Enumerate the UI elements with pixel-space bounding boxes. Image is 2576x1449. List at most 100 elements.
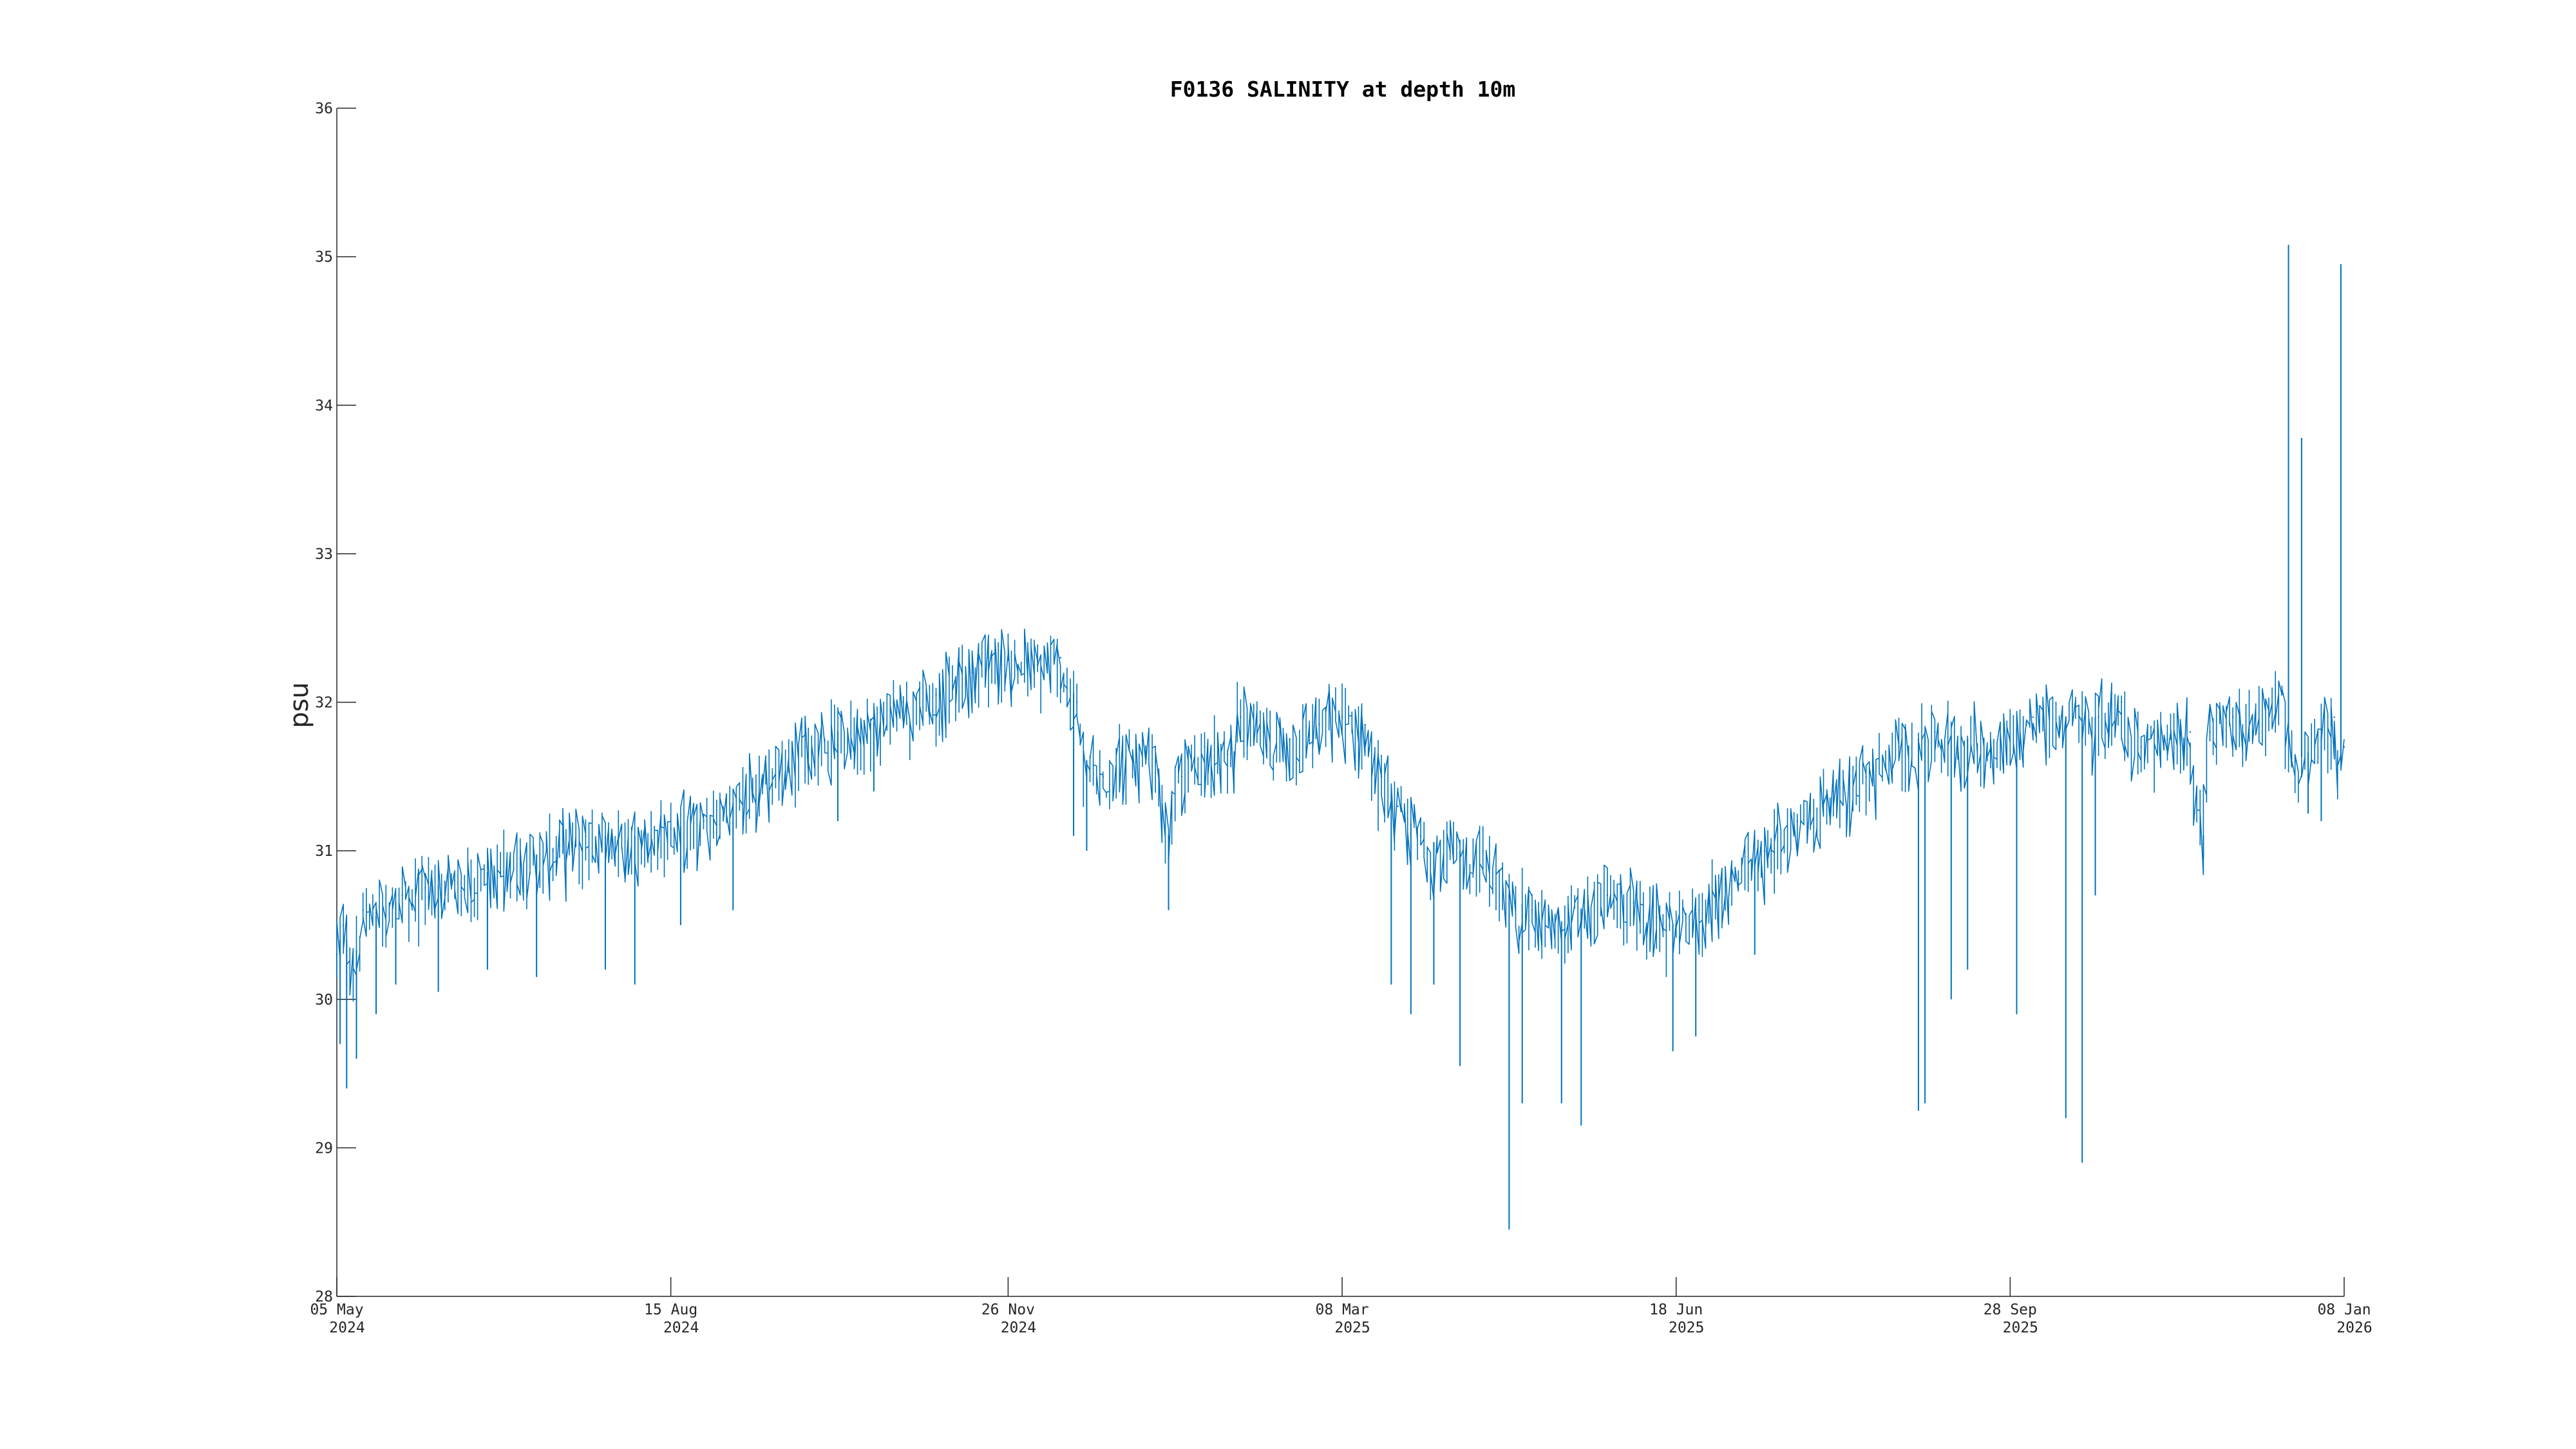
x-tick-label: 15 Aug	[644, 1302, 697, 1318]
x-tick-label: 28 Sep	[1984, 1302, 2037, 1318]
data-point	[1482, 849, 1484, 852]
data-point	[1155, 761, 1157, 762]
data-point	[424, 887, 426, 889]
data-point	[453, 880, 456, 882]
data-point	[2343, 746, 2345, 748]
x-tick-label: 26 Nov	[981, 1302, 1035, 1318]
data-point	[2140, 746, 2142, 748]
data-point	[971, 672, 973, 674]
data-point	[1059, 657, 1061, 659]
data-point	[1075, 701, 1078, 703]
data-point	[1289, 738, 1291, 741]
x-tick-label: 18 Jun	[1649, 1302, 1703, 1318]
series-trace	[336, 629, 2345, 1002]
y-tick-label: 36	[315, 100, 333, 117]
data-point	[2121, 701, 2123, 703]
data-point	[2166, 738, 2168, 741]
y-tick-label: 33	[315, 546, 333, 563]
x-tick-year: 2024	[1001, 1320, 1036, 1336]
data-point	[1698, 909, 1700, 911]
data-point	[378, 916, 381, 919]
data-point	[1832, 790, 1834, 793]
x-tick-year: 2025	[1669, 1320, 1704, 1336]
data-point	[1730, 880, 1733, 882]
series-layer	[336, 245, 2345, 1230]
x-tick-label: 08 Jan	[2317, 1302, 2371, 1318]
data-point	[1007, 657, 1009, 659]
data-point	[1606, 895, 1609, 896]
data-point	[1655, 916, 1658, 919]
x-tick-year: 2024	[663, 1320, 699, 1336]
data-point	[519, 857, 521, 859]
data-point	[1262, 731, 1265, 733]
data-point	[1675, 924, 1677, 926]
data-point	[1180, 775, 1183, 778]
data-point	[1898, 746, 1900, 748]
data-point	[987, 657, 990, 659]
y-tick-label: 35	[315, 249, 333, 266]
data-point	[1796, 820, 1799, 822]
x-tick-year: 2025	[1334, 1320, 1370, 1336]
x-tick-year: 2026	[2336, 1320, 2372, 1336]
data-point	[1341, 716, 1343, 718]
data-point	[1135, 761, 1137, 762]
data-point	[342, 924, 345, 926]
data-point	[935, 694, 937, 696]
data-point	[362, 909, 364, 911]
data-point	[670, 828, 672, 829]
data-point	[1119, 746, 1121, 748]
x-tick-year: 2025	[2003, 1320, 2038, 1336]
y-axis-label: psu	[285, 682, 314, 728]
y-tick-label: 30	[315, 992, 333, 1009]
x-axis: 05 May 2024 15 Aug 2024 26 Nov 2024 08 Mar 2025…	[310, 1277, 2372, 1336]
y-tick-label: 31	[315, 843, 333, 860]
data-point	[1397, 805, 1399, 808]
data-point	[1999, 738, 2002, 741]
data-point	[739, 798, 741, 800]
data-point	[2231, 716, 2234, 718]
data-point	[336, 954, 338, 956]
data-point	[902, 701, 904, 703]
data-point	[1240, 716, 1242, 718]
data-point	[2209, 731, 2211, 733]
y-tick-label: 28	[315, 1289, 333, 1305]
data-point	[618, 835, 620, 837]
y-tick-label: 29	[315, 1140, 333, 1157]
data-point	[1934, 731, 1936, 733]
data-point	[2314, 746, 2316, 748]
data-point	[1364, 723, 1366, 726]
data-point	[1204, 746, 1206, 748]
y-axis: 28 29 30 31 32 33 34 35 36	[315, 100, 356, 1305]
data-point	[2333, 716, 2335, 718]
data-point	[585, 835, 587, 837]
x-tick-label: 08 Mar	[1315, 1302, 1368, 1318]
data-point	[2032, 716, 2034, 718]
data-point	[2098, 716, 2099, 718]
data-point	[2189, 731, 2192, 733]
data-point	[1102, 775, 1104, 778]
x-tick-year: 2024	[329, 1320, 365, 1336]
data-point	[1036, 664, 1039, 667]
data-point	[1865, 775, 1867, 778]
data-point	[1633, 902, 1634, 904]
data-point	[2281, 694, 2283, 696]
y-tick-label: 32	[315, 695, 333, 712]
data-point	[1763, 849, 1766, 852]
data-point	[703, 820, 705, 822]
data-point	[401, 895, 403, 896]
data-point	[772, 768, 773, 770]
data-point	[1449, 849, 1452, 852]
data-point	[1380, 775, 1383, 778]
data-point	[2264, 708, 2267, 711]
data-point	[352, 969, 354, 971]
data-point	[804, 746, 806, 748]
x-tick-label: 05 May	[310, 1302, 363, 1318]
data-point	[1226, 753, 1229, 755]
data-point	[1419, 835, 1422, 837]
data-point	[1318, 723, 1320, 726]
data-point	[552, 849, 554, 852]
y-tick-label: 34	[315, 397, 333, 414]
chart-title: F0136 SALINITY at depth 10m	[1170, 77, 1515, 102]
data-point	[650, 835, 652, 837]
